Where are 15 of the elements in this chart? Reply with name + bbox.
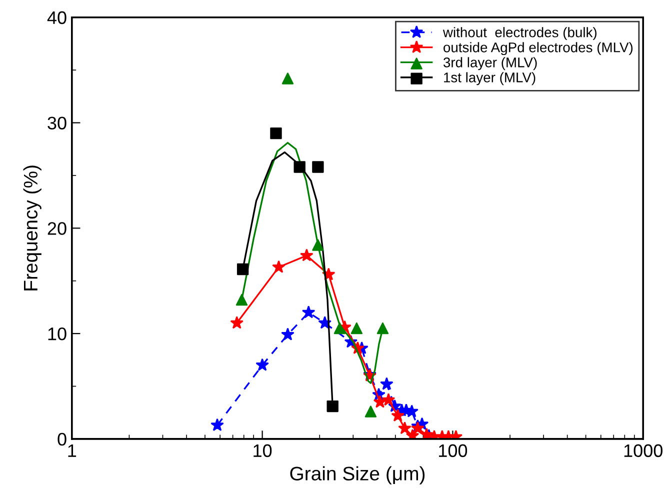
legend-label: without electrodes (bulk) bbox=[442, 27, 596, 40]
legend-label: outside AgPd electrodes (MLV) bbox=[444, 42, 633, 56]
y-axis-title: Frequency (%) bbox=[23, 166, 42, 290]
x-tick-label: 1 bbox=[68, 444, 76, 457]
y-tick-label: 20 bbox=[48, 222, 66, 235]
y-tick-label: 0 bbox=[58, 432, 66, 446]
y-tick-label: 30 bbox=[48, 116, 66, 130]
legend-label: 3rd layer (MLV) bbox=[443, 57, 537, 70]
y-tick-label: 40 bbox=[47, 11, 66, 24]
x-tick-label: 10 bbox=[254, 444, 272, 458]
x-axis-title: Grain Size (μm) bbox=[290, 466, 425, 484]
x-tick-label: 1000 bbox=[624, 444, 662, 458]
legend-label: 1st layer (MLV) bbox=[444, 72, 536, 86]
x-tick-label: 100 bbox=[439, 444, 468, 458]
y-tick-label: 10 bbox=[48, 327, 66, 340]
